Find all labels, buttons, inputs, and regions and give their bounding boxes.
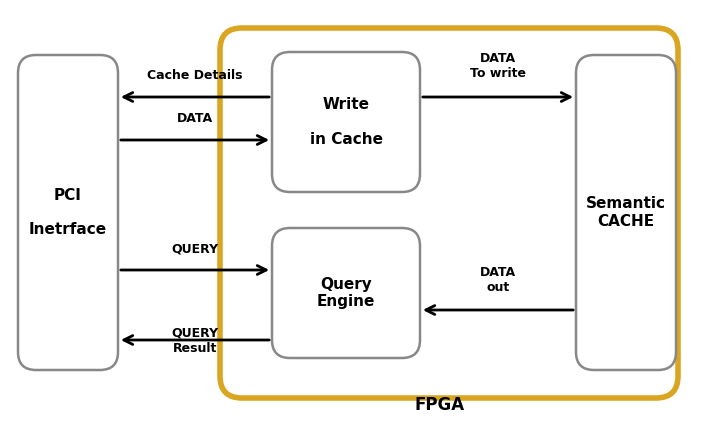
Text: Query
Engine: Query Engine	[317, 277, 375, 309]
Text: FPGA: FPGA	[415, 396, 465, 414]
Text: PCI

Inetrface: PCI Inetrface	[29, 187, 107, 238]
Text: Cache Details: Cache Details	[147, 69, 243, 82]
Text: Semantic
CACHE: Semantic CACHE	[586, 196, 666, 229]
Text: DATA: DATA	[177, 112, 213, 125]
FancyBboxPatch shape	[272, 52, 420, 192]
Text: DATA
To write: DATA To write	[470, 52, 526, 80]
FancyBboxPatch shape	[220, 28, 678, 398]
Text: QUERY
Result: QUERY Result	[172, 327, 219, 355]
FancyBboxPatch shape	[272, 228, 420, 358]
Text: QUERY: QUERY	[172, 242, 219, 255]
Text: DATA
out: DATA out	[480, 266, 516, 294]
FancyBboxPatch shape	[576, 55, 676, 370]
Text: Write

in Cache: Write in Cache	[310, 97, 383, 147]
FancyBboxPatch shape	[18, 55, 118, 370]
